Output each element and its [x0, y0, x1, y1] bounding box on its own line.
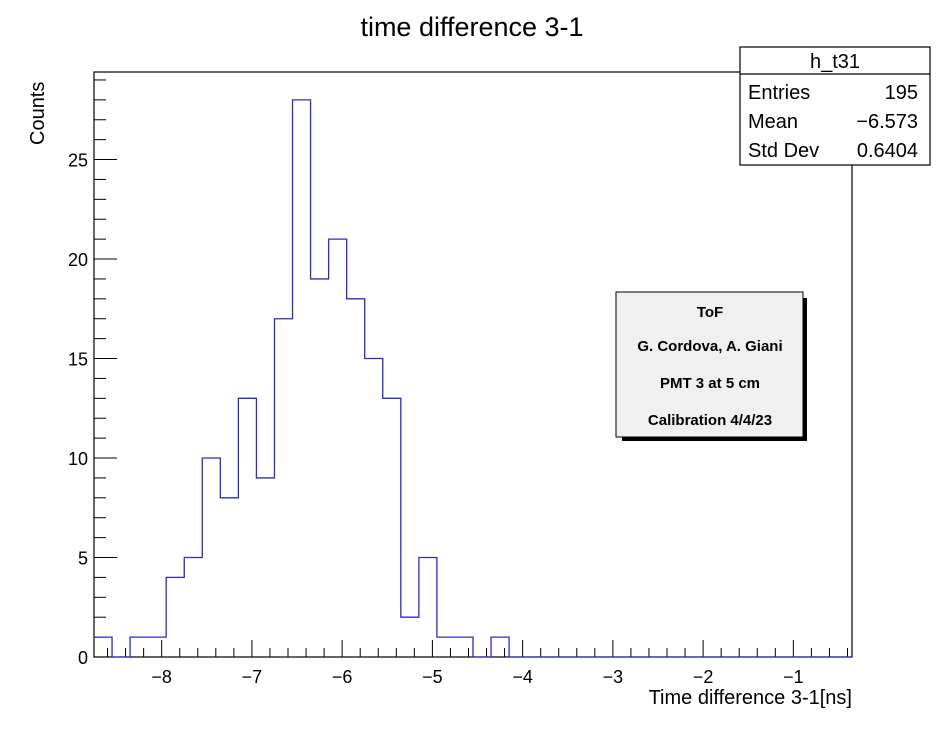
stats-box-frame [739, 46, 931, 166]
annotation-line-1: ToF [697, 304, 723, 321]
stats-histogram-name: h_t31 [810, 51, 860, 73]
tick-labels: −8 −7 −6 −5 −4 −3 −2 −1 0 5 10 15 20 25 [68, 151, 804, 687]
y-tick-label: 15 [68, 350, 88, 370]
annotation-line-4: Calibration 4/4/23 [648, 412, 772, 429]
y-tick-label: 0 [78, 648, 88, 668]
histogram-bars [94, 99, 852, 658]
stats-mean-label: Mean [748, 111, 798, 133]
annotation-line-2: G. Cordova, A. Giani [637, 338, 782, 355]
x-tick-label: −1 [783, 667, 804, 687]
y-tick-label: 5 [78, 549, 88, 569]
x-tick-label: −7 [242, 667, 263, 687]
annotation-line-3: PMT 3 at 5 cm [660, 375, 760, 392]
stats-stddev-label: Std Dev [748, 140, 819, 162]
y-tick-label: 25 [68, 151, 88, 171]
annotation-frame [615, 291, 804, 438]
stats-entries-value: 195 [885, 82, 918, 104]
stats-stddev-value: 0.6404 [857, 140, 918, 162]
stats-box: h_t31 Entries 195 Mean −6.573 Std Dev 0.… [739, 46, 931, 166]
x-tick-label: −3 [603, 667, 624, 687]
x-tick-label: −2 [693, 667, 714, 687]
histogram-outline [94, 99, 852, 658]
y-tick-label: 20 [68, 250, 88, 270]
y-axis-label: Counts [27, 82, 49, 145]
x-axis-label: Time difference 3-1[ns] [649, 687, 852, 709]
annotation-box: ToF G. Cordova, A. Giani PMT 3 at 5 cm C… [615, 291, 807, 441]
stats-entries-label: Entries [748, 82, 810, 104]
x-tick-label: −6 [332, 667, 353, 687]
axis-ticks [94, 79, 848, 658]
y-tick-label: 10 [68, 449, 88, 469]
chart-title: time difference 3-1 [360, 12, 583, 42]
x-tick-label: −8 [151, 667, 172, 687]
x-tick-label: −4 [512, 667, 533, 687]
stats-mean-value: −6.573 [856, 111, 918, 133]
x-tick-label: −5 [422, 667, 443, 687]
